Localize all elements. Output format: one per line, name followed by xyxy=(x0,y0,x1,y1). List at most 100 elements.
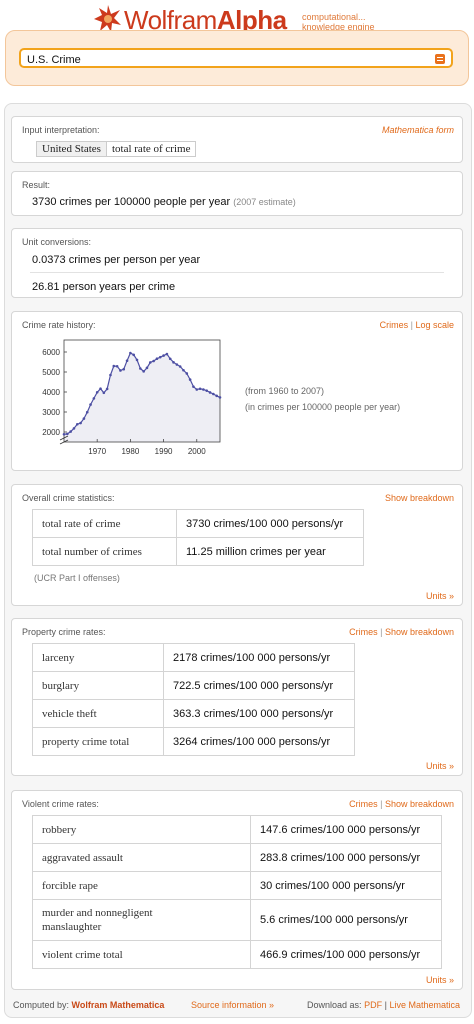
row-value: 5.6 crimes/100 000 persons/yr xyxy=(250,899,442,941)
data-point xyxy=(198,387,202,391)
data-point xyxy=(85,410,89,414)
log-scale-link[interactable]: Log scale xyxy=(415,320,454,330)
row-label: violent crime total xyxy=(32,940,251,969)
property-table: larceny 2178 crimes/100 000 persons/yr b… xyxy=(32,643,355,756)
data-point xyxy=(89,403,92,406)
units-link[interactable]: Units » xyxy=(425,591,454,601)
row-value: 3730 crimes/100 000 persons/yr xyxy=(176,509,364,538)
pod-title: Crime rate history: xyxy=(22,320,96,330)
data-point xyxy=(202,388,205,391)
table-row: forcible rape 30 crimes/100 000 persons/… xyxy=(32,871,442,900)
x-tick-label: 1990 xyxy=(155,447,173,456)
data-point xyxy=(165,352,169,356)
footnote: (UCR Part I offenses) xyxy=(34,573,120,583)
data-point xyxy=(148,361,152,364)
data-point xyxy=(109,373,112,377)
crime-rate-chart: 2000 3000 4000 5000 6000 1970 1980 1990 2000 xyxy=(42,339,222,456)
pod-title: Violent crime rates: xyxy=(22,799,99,809)
result-value: 3730 crimes per 100000 people per year (… xyxy=(32,196,296,208)
row-label: robbery xyxy=(32,815,251,844)
data-point xyxy=(119,369,122,372)
row-value: 466.9 crimes/100 000 persons/yr xyxy=(250,940,442,969)
data-point xyxy=(152,359,155,363)
data-point xyxy=(172,361,175,364)
crimes-link[interactable]: Crimes xyxy=(349,799,378,809)
divider xyxy=(30,272,444,273)
logo-tagline: computational... knowledge engine xyxy=(302,12,375,32)
pod-input-interpretation: Input interpretation: Mathematica form U… xyxy=(11,116,463,163)
mathematica-form-link[interactable]: Mathematica form xyxy=(381,125,454,135)
row-value: 11.25 million crimes per year xyxy=(176,537,364,566)
data-point xyxy=(135,358,139,362)
equals-icon[interactable] xyxy=(435,54,445,64)
overall-table: total rate of crime 3730 crimes/100 000 … xyxy=(32,509,364,566)
row-value: 722.5 crimes/100 000 persons/yr xyxy=(163,671,355,700)
row-value: 283.8 crimes/100 000 persons/yr xyxy=(250,843,442,872)
data-point xyxy=(155,357,159,361)
table-row: total rate of crime 3730 crimes/100 000 … xyxy=(32,509,364,538)
term-country: United States xyxy=(36,141,107,157)
live-mathematica-link[interactable]: Live Mathematica xyxy=(389,1000,460,1010)
data-point xyxy=(175,363,179,366)
data-point xyxy=(162,354,165,357)
show-breakdown-link[interactable]: Show breakdown xyxy=(384,493,454,503)
data-point xyxy=(72,427,76,430)
data-point xyxy=(188,378,192,381)
data-point xyxy=(185,372,189,375)
x-tick-label: 1970 xyxy=(88,447,106,456)
wolfram-star-icon xyxy=(94,5,121,32)
pod-unit-conversions: Unit conversions: 0.0373 crimes per pers… xyxy=(11,228,463,298)
chart-note-units: (in crimes per 100000 people per year) xyxy=(245,402,401,412)
data-point xyxy=(212,392,215,396)
data-point xyxy=(75,422,79,426)
x-tick-label: 2000 xyxy=(188,447,206,456)
data-point xyxy=(122,367,126,371)
mathematica-link[interactable]: Wolfram Mathematica xyxy=(71,1000,165,1010)
table-row: total number of crimes 11.25 million cri… xyxy=(32,537,364,566)
show-breakdown-link[interactable]: Show breakdown xyxy=(384,799,454,809)
row-label: burglary xyxy=(32,671,164,700)
table-row: property crime total 3264 crimes/100 000… xyxy=(32,727,355,756)
pod-title: Unit conversions: xyxy=(22,237,92,247)
row-value: 363.3 crimes/100 000 persons/yr xyxy=(163,699,355,728)
row-label: forcible rape xyxy=(32,871,251,900)
source-information-link[interactable]: Source information » xyxy=(191,1000,275,1010)
data-point xyxy=(105,387,109,391)
search-input[interactable]: U.S. Crime xyxy=(19,48,453,68)
conversion-row: 0.0373 crimes per person per year xyxy=(32,254,201,266)
table-row: vehicle theft 363.3 crimes/100 000 perso… xyxy=(32,699,355,728)
row-label: total number of crimes xyxy=(32,537,177,566)
header: WolframAlpha computational... knowledge … xyxy=(0,0,474,92)
crimes-link[interactable]: Crimes xyxy=(349,627,378,637)
crimes-link[interactable]: Crimes xyxy=(379,320,409,330)
pod-links: Crimes | Log scale xyxy=(379,320,454,330)
units-link[interactable]: Units » xyxy=(425,761,454,771)
download-as: Download as: PDF | Live Mathematica xyxy=(307,1000,460,1010)
result-note: (2007 estimate) xyxy=(233,197,296,207)
y-tick-label: 2000 xyxy=(42,428,60,437)
data-point xyxy=(208,391,212,394)
data-point xyxy=(66,432,69,436)
row-label: larceny xyxy=(32,643,164,672)
violent-table: robbery 147.6 crimes/100 000 persons/yr … xyxy=(32,815,442,969)
table-row: murder and nonnegligent manslaughter 5.6… xyxy=(32,899,442,941)
row-label: property crime total xyxy=(32,727,164,756)
pod-crime-rate-history: Crime rate history: Crimes | Log scale 2… xyxy=(11,311,463,471)
results-panel: Input interpretation: Mathematica form U… xyxy=(4,103,472,1018)
conversion-row: 26.81 person years per crime xyxy=(32,281,176,293)
y-tick-label: 4000 xyxy=(42,388,60,397)
show-breakdown-link[interactable]: Show breakdown xyxy=(384,627,454,637)
pod-overall-crime-statistics: Overall crime statistics: Show breakdown… xyxy=(11,484,463,606)
axis-break-icon xyxy=(59,435,69,445)
x-tick-label: 1980 xyxy=(121,447,139,456)
data-point xyxy=(192,385,195,388)
row-value: 147.6 crimes/100 000 persons/yr xyxy=(250,815,442,844)
pod-violent-crime-rates: Violent crime rates: Crimes | Show break… xyxy=(11,790,463,990)
data-point xyxy=(69,430,72,433)
data-point xyxy=(195,388,199,391)
pod-links: Crimes | Show breakdown xyxy=(349,799,454,809)
pod-title: Result: xyxy=(22,180,51,190)
pdf-link[interactable]: PDF xyxy=(364,1000,383,1010)
data-point xyxy=(115,364,119,368)
units-link[interactable]: Units » xyxy=(425,975,454,985)
